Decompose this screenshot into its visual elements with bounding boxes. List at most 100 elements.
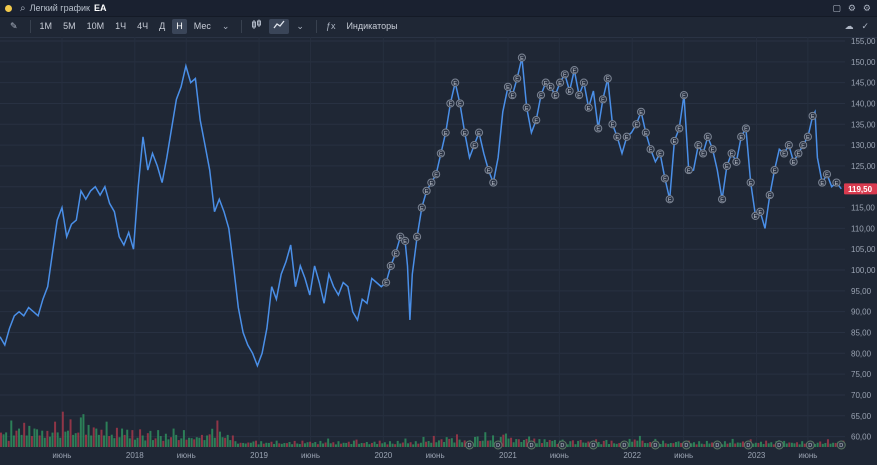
earnings-marker[interactable]: E — [584, 103, 593, 112]
earnings-marker[interactable]: E — [513, 74, 522, 83]
dividend-marker[interactable]: D — [557, 440, 567, 450]
earnings-marker[interactable]: E — [746, 178, 755, 187]
check-icon[interactable]: ✓ — [861, 21, 869, 31]
earnings-marker[interactable]: E — [708, 145, 717, 154]
earnings-marker[interactable]: E — [517, 53, 527, 62]
dividend-marker[interactable]: D — [588, 440, 598, 450]
earnings-marker[interactable]: E — [422, 186, 431, 195]
earnings-marker[interactable]: E — [579, 78, 588, 87]
earnings-marker[interactable]: E — [694, 141, 703, 150]
dividend-marker[interactable]: D — [650, 440, 660, 450]
earnings-marker[interactable]: E — [803, 132, 812, 141]
earnings-marker[interactable]: E — [603, 74, 612, 83]
timeframe-10m[interactable]: 10М — [86, 21, 105, 31]
earnings-marker[interactable]: E — [675, 124, 684, 133]
earnings-marker[interactable]: E — [779, 149, 789, 158]
earnings-marker[interactable]: E — [799, 141, 808, 150]
dividend-marker[interactable]: D — [774, 440, 784, 450]
earnings-marker[interactable]: E — [765, 190, 774, 199]
dividend-marker[interactable]: D — [805, 440, 815, 450]
timeframe-1m[interactable]: 1М — [39, 21, 53, 31]
earnings-marker[interactable]: E — [536, 91, 546, 100]
earnings-marker[interactable]: E — [484, 165, 493, 174]
timeframe-dropdown-icon[interactable]: ⌄ — [221, 21, 230, 31]
earnings-marker[interactable]: E — [555, 78, 565, 87]
earnings-marker[interactable]: E — [756, 207, 765, 216]
earnings-marker[interactable]: E — [732, 157, 741, 166]
ticker-symbol[interactable]: EA — [93, 3, 107, 13]
indicators-button[interactable]: Индикаторы — [346, 21, 398, 31]
earnings-marker[interactable]: E — [656, 149, 665, 158]
earnings-marker[interactable]: E — [784, 141, 793, 150]
timeframe-4h[interactable]: 4Ч — [137, 21, 149, 31]
earnings-marker[interactable]: E — [546, 82, 555, 91]
earnings-marker[interactable]: E — [770, 165, 779, 174]
dividend-marker[interactable]: D — [743, 440, 753, 450]
line-chart-icon[interactable] — [269, 19, 290, 34]
timeframe-5m[interactable]: 5М — [63, 21, 76, 31]
earnings-marker[interactable]: E — [381, 278, 391, 287]
earnings-marker[interactable]: E — [641, 128, 650, 137]
earnings-marker[interactable]: E — [636, 107, 646, 116]
earnings-marker[interactable]: E — [427, 178, 436, 187]
earnings-marker[interactable]: E — [441, 128, 450, 137]
earnings-marker[interactable]: E — [727, 149, 736, 158]
earnings-marker[interactable]: E — [832, 178, 841, 187]
timeframe-month[interactable]: Мес — [193, 21, 211, 31]
earnings-marker[interactable]: E — [646, 145, 655, 154]
pencil-icon[interactable]: ✎ — [10, 21, 18, 31]
earnings-marker[interactable]: E — [532, 116, 541, 125]
earnings-marker[interactable]: E — [594, 124, 603, 133]
earnings-marker[interactable]: E — [436, 149, 445, 158]
maximize-icon[interactable]: ▢ — [832, 2, 841, 13]
dividend-marker[interactable]: D — [493, 440, 503, 450]
earnings-marker[interactable]: E — [684, 165, 693, 174]
dividend-marker[interactable]: D — [619, 440, 629, 450]
dividend-marker[interactable]: D — [712, 440, 722, 450]
timeframe-day[interactable]: Д — [159, 21, 166, 31]
earnings-marker[interactable]: E — [794, 149, 803, 158]
search-icon[interactable]: ⌕ — [20, 2, 26, 14]
earnings-marker[interactable]: E — [508, 91, 517, 100]
earnings-marker[interactable]: E — [474, 128, 484, 137]
earnings-marker[interactable]: E — [818, 178, 827, 187]
earnings-marker[interactable]: E — [455, 99, 465, 108]
earnings-marker[interactable]: E — [670, 136, 679, 145]
earnings-marker[interactable]: E — [575, 91, 584, 100]
earnings-marker[interactable]: E — [391, 249, 400, 258]
earnings-marker[interactable]: E — [451, 78, 460, 87]
earnings-marker[interactable]: E — [698, 149, 708, 158]
earnings-marker[interactable]: E — [622, 132, 631, 141]
earnings-marker[interactable]: E — [598, 95, 608, 104]
earnings-marker[interactable]: E — [717, 195, 727, 204]
price-chart[interactable]: EEEEEEEEEEEEEEEEEEEEEEEEEEEEEEEEEEEEEEEE… — [0, 37, 877, 465]
earnings-marker[interactable]: E — [460, 128, 469, 137]
earnings-marker[interactable]: E — [722, 161, 731, 170]
settings-icon[interactable]: ⚙ — [847, 2, 856, 13]
dividend-marker[interactable]: D — [836, 440, 846, 450]
dividend-marker[interactable]: D — [464, 440, 474, 450]
earnings-marker[interactable]: E — [470, 141, 479, 150]
earnings-marker[interactable]: E — [741, 124, 751, 133]
earnings-marker[interactable]: E — [386, 261, 395, 270]
earnings-marker[interactable]: E — [560, 70, 569, 79]
earnings-marker[interactable]: E — [446, 99, 455, 108]
cloud-icon[interactable]: ☁ — [844, 21, 854, 31]
timeframe-week[interactable]: Н — [172, 19, 187, 34]
earnings-marker[interactable]: E — [660, 174, 670, 183]
earnings-marker[interactable]: E — [432, 170, 441, 179]
earnings-marker[interactable]: E — [703, 132, 712, 141]
earnings-marker[interactable]: E — [522, 103, 531, 112]
dividend-marker[interactable]: D — [526, 440, 536, 450]
gear-icon[interactable]: ⚙ — [862, 2, 871, 13]
earnings-marker[interactable]: E — [608, 120, 617, 129]
earnings-marker[interactable]: E — [679, 91, 689, 100]
earnings-marker[interactable]: E — [401, 236, 410, 245]
earnings-marker[interactable]: E — [412, 232, 422, 241]
timeframe-1h[interactable]: 1Ч — [115, 21, 127, 31]
dividend-marker[interactable]: D — [681, 440, 691, 450]
earnings-marker[interactable]: E — [789, 157, 798, 166]
earnings-marker[interactable]: E — [632, 120, 641, 129]
earnings-marker[interactable]: E — [808, 111, 817, 120]
earnings-marker[interactable]: E — [665, 195, 674, 204]
